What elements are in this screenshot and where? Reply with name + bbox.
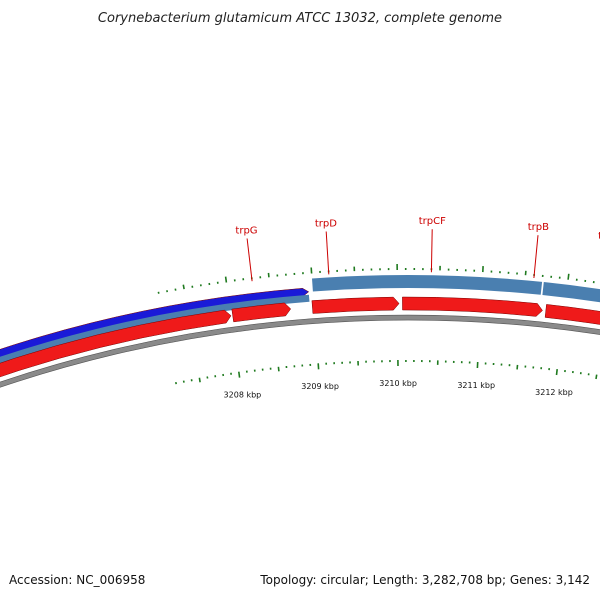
scale-label: 3209 kbp xyxy=(301,382,339,391)
forward-cds-2 xyxy=(231,302,292,323)
gene-label: trpG xyxy=(235,226,257,237)
genome-title: Corynebacterium glutamicum ATCC 13032, c… xyxy=(98,11,502,26)
gene-label: trpA xyxy=(598,231,600,242)
scale-label: 3212 kbp xyxy=(535,388,573,397)
track-layer xyxy=(0,275,600,388)
inner-tick xyxy=(238,371,241,378)
gene-label: trpB xyxy=(528,222,549,233)
inner-tick xyxy=(198,377,201,383)
outer-tick xyxy=(567,273,570,280)
forward-cds-1 xyxy=(0,309,232,378)
gene-leader-line xyxy=(246,238,253,282)
inner-tick xyxy=(555,369,558,376)
gene-leader-line xyxy=(533,235,539,279)
scale-label: 3210 kbp xyxy=(379,379,417,388)
operon-band-1 xyxy=(312,275,543,295)
outer-tick xyxy=(182,284,185,290)
inner-tick xyxy=(595,374,598,380)
operon-band-2 xyxy=(542,282,600,303)
inner-tick xyxy=(277,366,280,372)
label-layer: trpG trpD trpCF trpB trpA xyxy=(235,216,600,282)
operon-band-left xyxy=(0,294,310,365)
scale-label: 3208 kbp xyxy=(224,390,262,399)
forward-cds-3 xyxy=(311,296,400,314)
accession-text: Accession: NC_006958 xyxy=(9,573,146,587)
forward-cds-4 xyxy=(402,296,543,317)
backbone-arc xyxy=(0,314,600,388)
forward-cds-5 xyxy=(544,304,600,325)
topology-text: Topology: circular; Length: 3,282,708 bp… xyxy=(260,573,590,587)
outer-tick xyxy=(224,276,228,283)
gene-leader-line xyxy=(325,231,330,275)
gene-label: trpCF xyxy=(419,216,446,227)
gene-leader-line xyxy=(430,229,433,273)
gene-label: trpD xyxy=(315,219,337,230)
scale-label: 3211 kbp xyxy=(457,381,495,390)
